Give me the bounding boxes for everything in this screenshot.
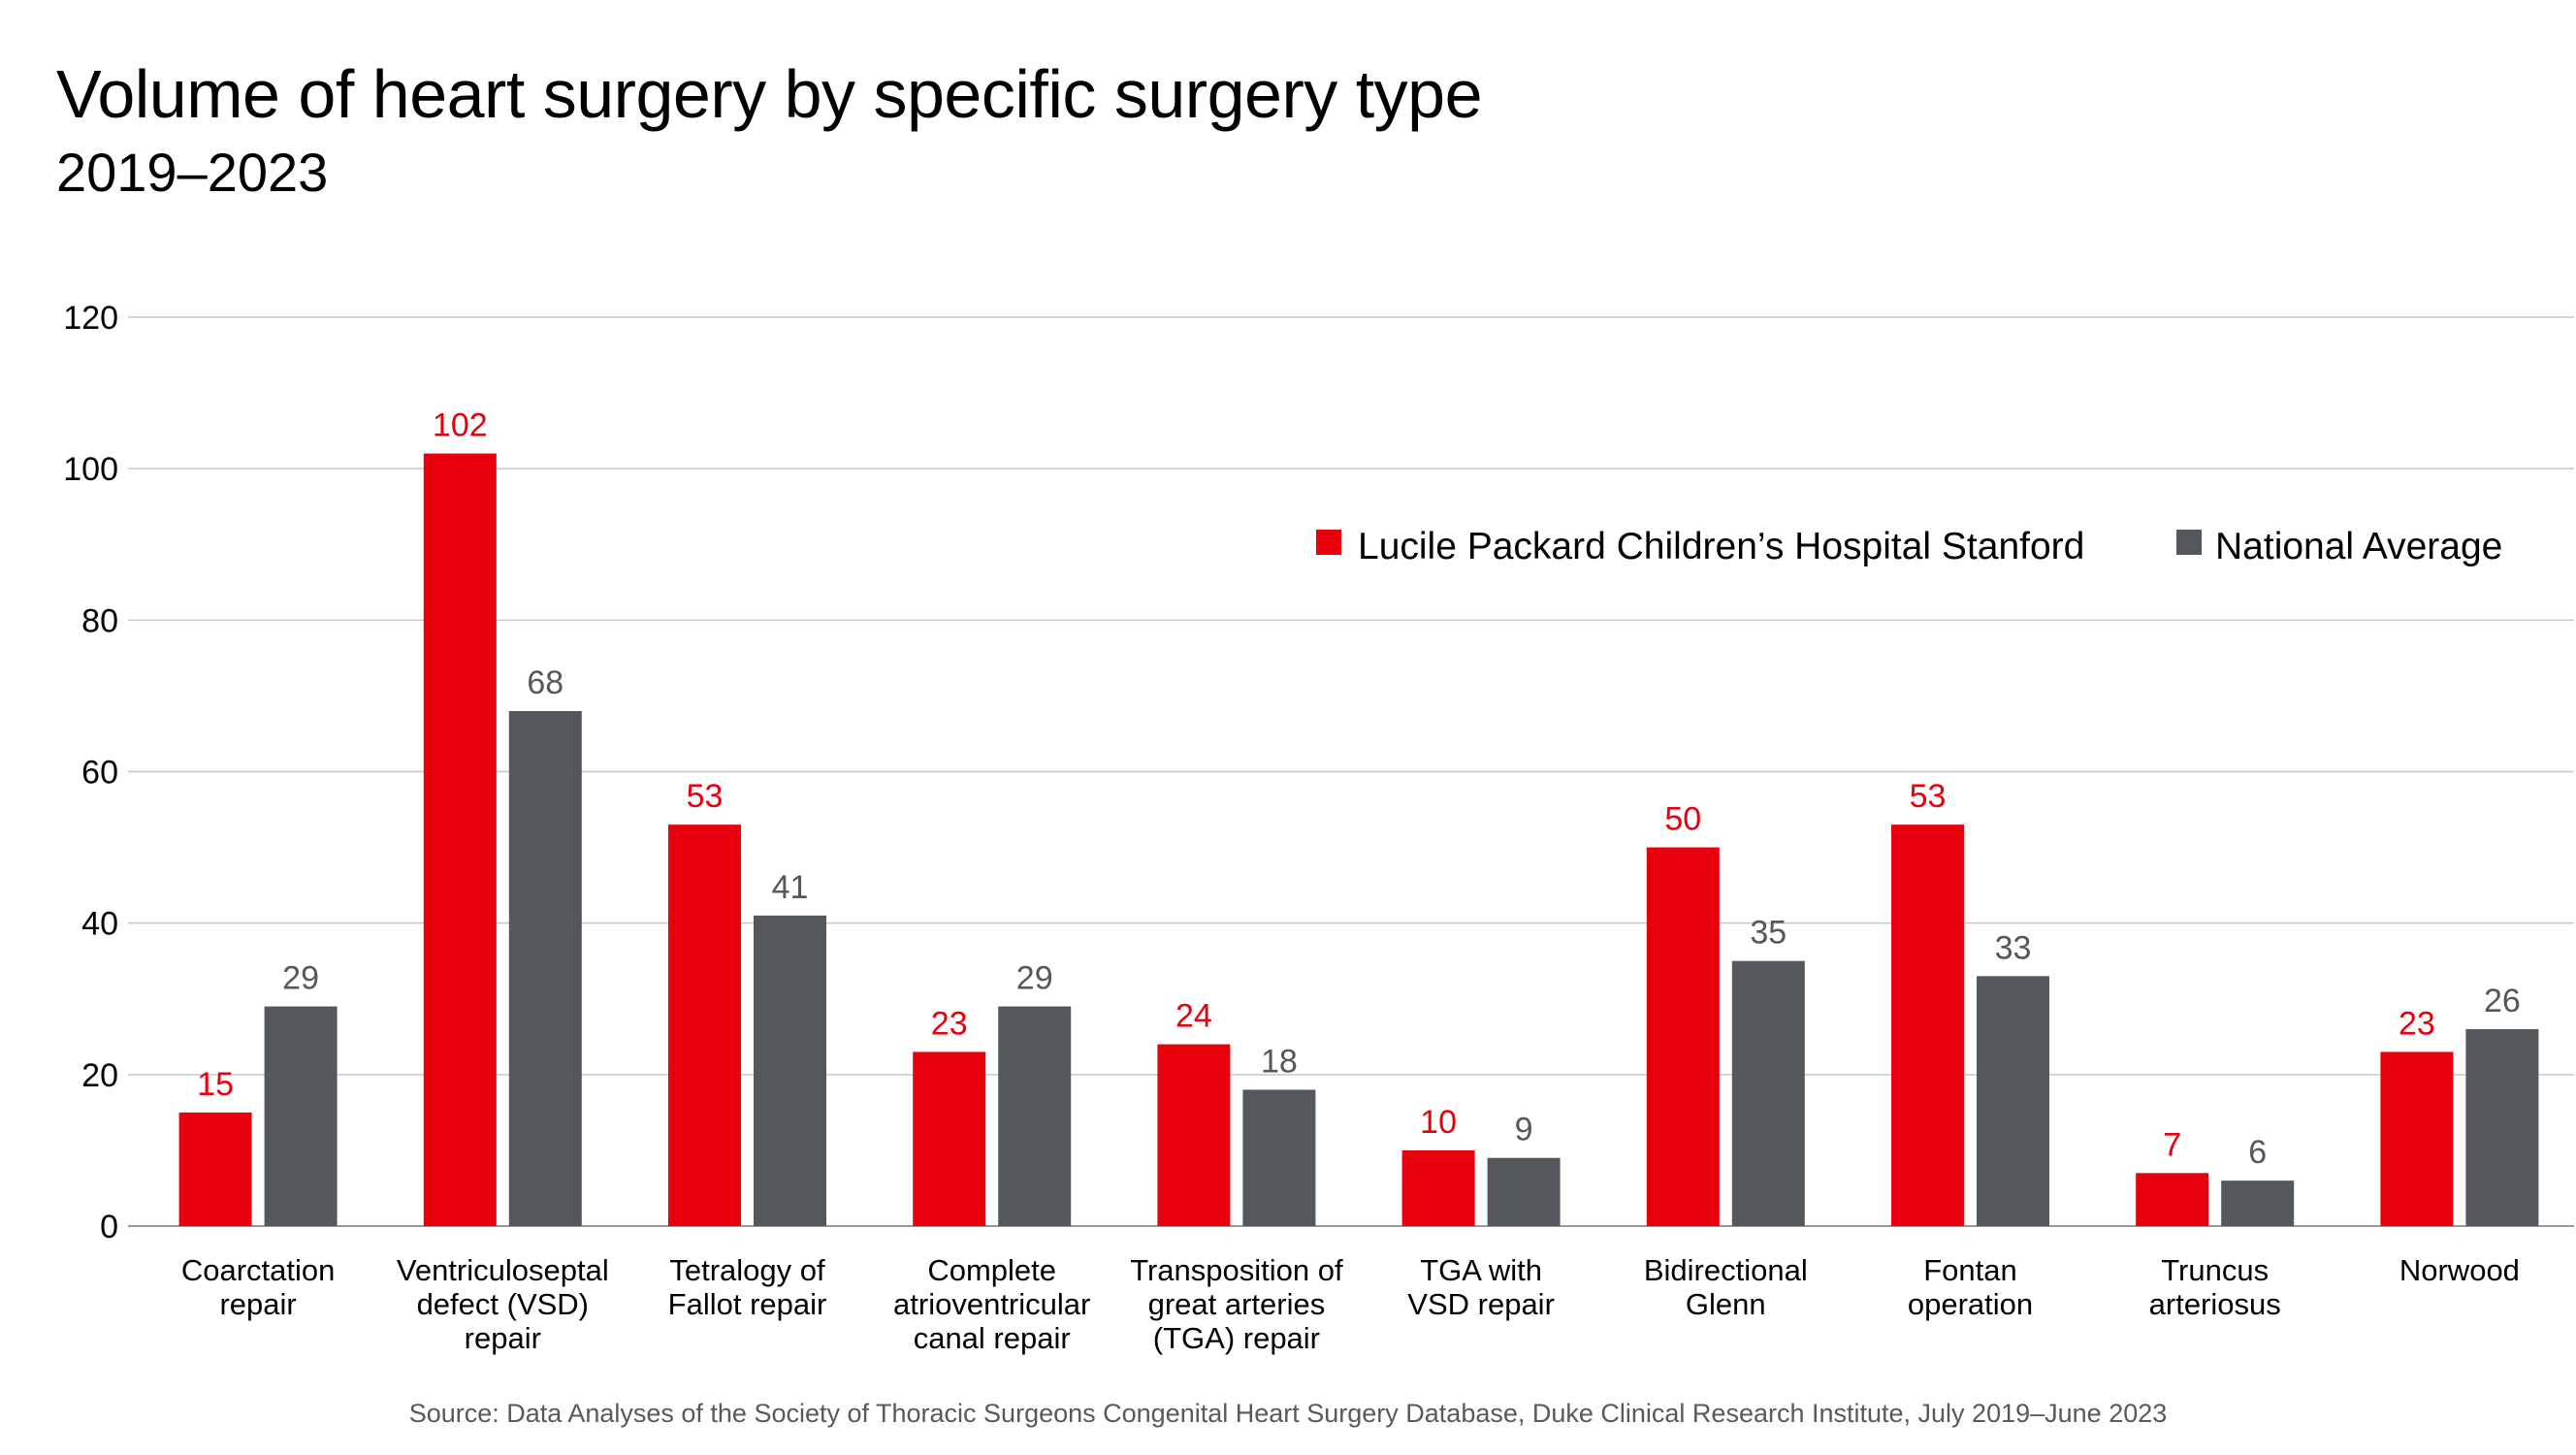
bar-hospital-4 bbox=[1157, 1044, 1231, 1226]
x-category-label: Fontan bbox=[1923, 1253, 2017, 1287]
bar-hospital-3 bbox=[913, 1051, 986, 1226]
x-category-label: repair bbox=[219, 1287, 296, 1321]
bar-national-2 bbox=[754, 915, 826, 1226]
source-note: Source: Data Analyses of the Society of … bbox=[409, 1399, 2168, 1428]
y-tick-label: 100 bbox=[63, 451, 118, 488]
bar-hospital-2 bbox=[668, 824, 741, 1226]
x-category-label: Bidirectional bbox=[1644, 1253, 1808, 1287]
data-label: 53 bbox=[687, 778, 724, 815]
legend-label-lucile-packard: Lucile Packard Children’s Hospital Stanf… bbox=[1358, 526, 2084, 567]
bar-national-9 bbox=[2465, 1028, 2539, 1226]
x-category-label: arteriosus bbox=[2149, 1287, 2281, 1321]
x-category-label: operation bbox=[1908, 1287, 2033, 1321]
chart-title: Volume of heart surgery by specific surg… bbox=[56, 56, 1483, 132]
bar-national-4 bbox=[1242, 1089, 1316, 1226]
data-label: 24 bbox=[1175, 998, 1212, 1035]
x-category-label: repair bbox=[465, 1321, 541, 1355]
x-category-label: Glenn bbox=[1686, 1287, 1766, 1321]
bar-national-3 bbox=[998, 1006, 1072, 1226]
legend-label-national-average: National Average bbox=[2215, 526, 2502, 567]
data-label: 10 bbox=[1420, 1104, 1457, 1141]
bars bbox=[178, 453, 2539, 1226]
y-axis: 0 20 40 60 80 100 120 bbox=[63, 300, 118, 1245]
y-tick-label: 40 bbox=[81, 906, 118, 943]
data-label: 102 bbox=[433, 407, 488, 444]
data-label: 53 bbox=[1910, 778, 1947, 815]
data-label: 6 bbox=[2248, 1134, 2267, 1171]
data-labels: 15 29 102 68 53 41 23 29 24 18 10 9 50 35 53 33 7 6 23 26 bbox=[197, 407, 2521, 1172]
data-label: 15 bbox=[197, 1066, 234, 1103]
x-category-label: atrioventricular bbox=[893, 1287, 1090, 1321]
x-axis: CoarctationrepairVentriculoseptaldefect … bbox=[181, 1253, 2520, 1355]
x-category-label: canal repair bbox=[914, 1321, 1071, 1355]
data-label: 29 bbox=[282, 960, 319, 997]
bar-hospital-7 bbox=[1891, 824, 1964, 1226]
bar-national-0 bbox=[264, 1006, 338, 1226]
bar-hospital-9 bbox=[2380, 1051, 2454, 1226]
legend-swatch-lucile-packard bbox=[1316, 530, 1341, 555]
data-label: 9 bbox=[1515, 1112, 1533, 1148]
y-tick-label: 120 bbox=[63, 300, 118, 337]
y-tick-label: 20 bbox=[81, 1057, 118, 1094]
legend-swatch-national-average bbox=[2176, 530, 2202, 555]
x-category-label: great arteries bbox=[1148, 1287, 1326, 1321]
data-label: 33 bbox=[1995, 929, 2032, 966]
legend: Lucile Packard Children’s Hospital Stanf… bbox=[1316, 526, 2502, 567]
x-category-label: Complete bbox=[927, 1253, 1056, 1287]
bar-national-6 bbox=[1731, 960, 1805, 1226]
x-category-label: Truncus bbox=[2161, 1253, 2269, 1287]
x-category-label: Ventriculoseptal bbox=[397, 1253, 609, 1287]
x-category-label: Norwood bbox=[2399, 1253, 2520, 1287]
data-label: 29 bbox=[1016, 960, 1053, 997]
bar-national-5 bbox=[1487, 1157, 1561, 1226]
data-label: 18 bbox=[1261, 1043, 1298, 1080]
x-category-label: Transposition of bbox=[1130, 1253, 1343, 1287]
y-tick-label: 0 bbox=[100, 1209, 118, 1245]
bar-national-1 bbox=[508, 711, 582, 1226]
data-label: 7 bbox=[2163, 1126, 2181, 1163]
x-category-label: Coarctation bbox=[181, 1253, 336, 1287]
data-label: 23 bbox=[931, 1005, 968, 1042]
y-tick-label: 80 bbox=[81, 602, 118, 639]
data-label: 41 bbox=[772, 869, 809, 906]
x-category-label: Tetralogy of bbox=[669, 1253, 825, 1287]
x-category-label: TGA with bbox=[1420, 1253, 1542, 1287]
data-label: 50 bbox=[1664, 801, 1701, 838]
bar-hospital-8 bbox=[2136, 1173, 2209, 1226]
data-label: 26 bbox=[2484, 983, 2521, 1019]
bar-hospital-6 bbox=[1646, 847, 1720, 1226]
x-category-label: defect (VSD) bbox=[417, 1287, 589, 1321]
bar-hospital-0 bbox=[178, 1112, 252, 1226]
bar-national-8 bbox=[2221, 1180, 2295, 1226]
x-category-label: VSD repair bbox=[1407, 1287, 1555, 1321]
bar-hospital-5 bbox=[1401, 1149, 1475, 1226]
chart-subtitle: 2019–2023 bbox=[56, 142, 329, 203]
y-tick-label: 60 bbox=[81, 755, 118, 792]
x-category-label: Fallot repair bbox=[668, 1287, 827, 1321]
data-label: 23 bbox=[2399, 1005, 2435, 1042]
data-label: 68 bbox=[527, 664, 564, 701]
data-label: 35 bbox=[1750, 915, 1787, 952]
bar-hospital-1 bbox=[423, 453, 497, 1226]
x-category-label: (TGA) repair bbox=[1153, 1321, 1320, 1355]
bar-national-7 bbox=[1977, 976, 2049, 1226]
